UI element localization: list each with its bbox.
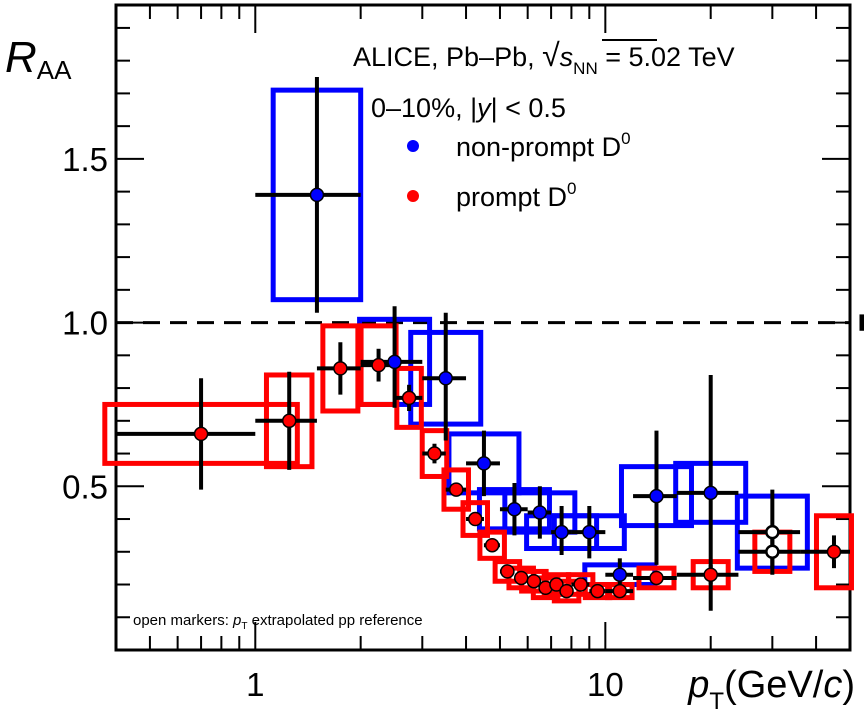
prompt-d0-sys-box	[460, 500, 491, 538]
prompt-d0-marker	[500, 564, 515, 579]
footnote: open markers: pT extrapolated pp referen…	[133, 612, 423, 632]
legend-text-non-prompt: non-prompt D	[456, 132, 621, 162]
footnote-prefix: open markers:	[133, 612, 233, 629]
prompt-d0-marker	[401, 390, 417, 406]
prompt-d0-marker	[826, 544, 842, 560]
axis-ticks	[115, 5, 851, 650]
title-sqrt-var: s	[560, 42, 574, 72]
legend-sup-non-prompt: 0	[621, 129, 630, 148]
prompt-d0-marker	[484, 537, 500, 553]
x-axis-title-main: p	[687, 664, 709, 706]
prompt-d0-marker	[513, 570, 529, 586]
title-sqrt-sub: NN	[573, 59, 598, 78]
title-energy: = 5.02 TeV	[598, 42, 735, 72]
prompt-d0-marker	[371, 357, 386, 373]
chart-title: ALICE, Pb–Pb, √sNN = 5.02 TeV 0–10%, |y|…	[353, 37, 735, 123]
y-tick-label-1.5: 1.5	[62, 141, 108, 178]
x-axis-title-unit-open: (GeV/	[724, 664, 824, 706]
prompt-d0-marker-open	[765, 544, 780, 560]
data-markers	[193, 187, 842, 599]
non-prompt-d0-marker	[387, 354, 402, 370]
legend: non-prompt D0 prompt D0	[407, 129, 631, 212]
title-line-1: ALICE, Pb–Pb, √sNN = 5.02 TeV	[353, 37, 735, 78]
footnote-var: p	[232, 612, 241, 629]
non-prompt-d0-marker	[612, 567, 628, 582]
legend-text-prompt: prompt D	[456, 182, 567, 212]
legend-marker-non-prompt	[407, 140, 419, 152]
prompt-d0-marker	[590, 583, 605, 599]
non-prompt-d0-marker-open	[765, 524, 780, 540]
prompt-d0-sys-box	[419, 428, 450, 479]
footnote-sub: T	[241, 621, 247, 632]
non-prompt-d0-marker	[554, 524, 569, 540]
prompt-d0-marker	[559, 583, 574, 599]
prompt-d0-marker	[549, 577, 564, 592]
prompt-d0-marker	[526, 573, 542, 589]
x-tick-label-10: 10	[587, 666, 624, 703]
x-axis-title-sub: T	[709, 688, 724, 715]
non-prompt-d0-marker	[309, 187, 325, 203]
prompt-d0-marker	[573, 577, 588, 592]
legend-marker-prompt	[407, 190, 419, 202]
title-rapidity-cut: | < 0.5	[491, 93, 566, 123]
title-rapidity-var: y	[475, 93, 492, 123]
prompt-d0-sys-box	[441, 467, 471, 512]
non-prompt-d0-marker	[703, 485, 718, 501]
non-prompt-d0-marker	[438, 370, 453, 386]
prompt-d0-marker	[427, 446, 442, 461]
non-prompt-d0-marker	[476, 456, 492, 471]
y-axis-title: RAA	[5, 33, 72, 85]
prompt-d0-marker	[333, 361, 348, 376]
title-line-2: 0–10%, |y| < 0.5	[371, 93, 566, 123]
legend-label-non-prompt: non-prompt D0	[456, 129, 631, 162]
x-tick-labels: 1 10	[246, 666, 624, 703]
x-axis-title-unit-close: )	[842, 664, 855, 706]
y-axis-title-sub: AA	[37, 55, 72, 85]
non-prompt-d0-marker	[582, 524, 597, 540]
prompt-d0-marker	[612, 583, 628, 599]
y-tick-label-1.0: 1.0	[62, 305, 108, 342]
y-axis-title-main: R	[5, 33, 37, 82]
y-tick-labels: 0.5 1.0 1.5	[62, 141, 108, 505]
x-tick-label-1: 1	[246, 666, 264, 703]
non-prompt-d0-marker	[649, 488, 664, 504]
prompt-d0-sys-box	[477, 529, 507, 561]
plot-frame	[114, 3, 852, 652]
x-axis-title-unit-c: c	[823, 664, 842, 706]
prompt-d0-marker	[448, 482, 464, 497]
prompt-d0-marker	[193, 426, 209, 442]
prompt-d0-marker	[281, 413, 297, 429]
title-sqrt-symbol: √	[542, 37, 560, 73]
non-prompt-d0-marker	[532, 505, 548, 520]
prompt-d0-marker	[703, 567, 718, 582]
title-collision: ALICE, Pb–Pb,	[353, 42, 542, 72]
normalization-uncertainty-box	[859, 314, 864, 331]
legend-label-prompt: prompt D0	[456, 179, 577, 212]
y-tick-label-0.5: 0.5	[62, 468, 108, 505]
title-centrality: 0–10%, |	[371, 93, 477, 123]
non-prompt-d0-marker	[507, 501, 522, 517]
prompt-d0-marker	[649, 570, 664, 586]
footnote-suffix: extrapolated pp reference	[248, 612, 423, 629]
legend-sup-prompt: 0	[567, 179, 576, 198]
x-axis-title: pT(GeV/c)	[687, 664, 855, 715]
prompt-d0-marker	[468, 511, 483, 527]
